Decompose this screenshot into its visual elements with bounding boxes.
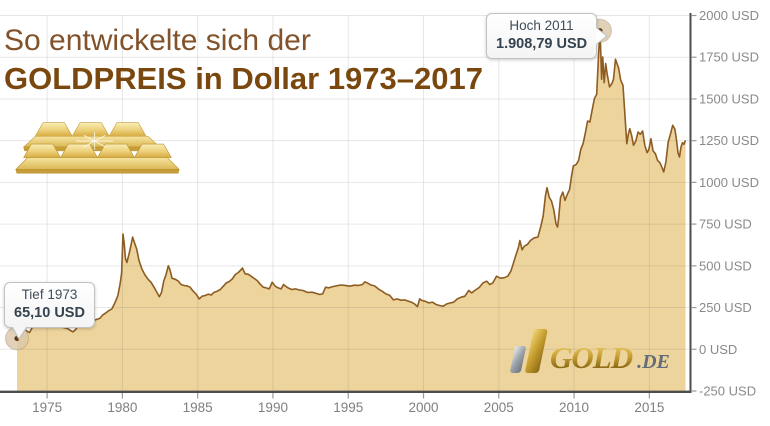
callout-high-2011: Hoch 2011 1.908,79 USD — [486, 13, 609, 59]
logo-brand-text: GOLD — [550, 340, 633, 375]
x-axis-label: 1985 — [183, 400, 213, 415]
x-axis-label: 1975 — [32, 400, 62, 415]
sparkle-icon — [76, 132, 114, 150]
callout-low-value: 65,10 USD — [14, 304, 85, 321]
x-axis-label: 1990 — [258, 400, 288, 415]
y-axis-label: 0 USD — [699, 342, 737, 357]
title-line-1: So entwickelte sich der — [4, 24, 311, 57]
y-axis-label: 750 USD — [699, 217, 752, 232]
logo-mark-icon — [510, 329, 548, 373]
y-axis-label: 250 USD — [699, 300, 752, 315]
x-axis-label: 1980 — [107, 400, 137, 415]
gold-de-logo: GOLD .DE — [510, 329, 670, 375]
gold-bars-icon — [15, 122, 180, 174]
logo-tld-text: .DE — [637, 351, 670, 373]
x-axis-label: 1995 — [333, 400, 363, 415]
title-line-2: GOLDPREIS in Dollar 1973–2017 — [4, 60, 483, 96]
price-area — [17, 30, 686, 391]
y-axis-label: 1750 USD — [699, 50, 759, 65]
x-axis-label: 2000 — [408, 400, 438, 415]
page-title: So entwickelte sich der GOLDPREIS in Dol… — [4, 24, 483, 96]
callout-low-1973: Tief 1973 65,10 USD — [4, 282, 95, 340]
callout-high-label: Hoch 2011 — [509, 18, 574, 33]
svg-text:GOLD .DE: GOLD .DE — [550, 340, 670, 375]
y-axis-label: 1500 USD — [699, 91, 759, 106]
y-axis-label: 2000 USD — [699, 8, 759, 23]
y-axis-label: -250 USD — [699, 384, 756, 399]
x-axis-label: 2015 — [634, 400, 664, 415]
x-axis-label: 2010 — [559, 400, 589, 415]
y-axis-label: 1000 USD — [699, 175, 759, 190]
y-axis-ticks: 2000 USD 1750 USD 1500 USD 1250 USD 1000 USD… — [691, 8, 759, 399]
price-line — [16, 29, 687, 339]
x-axis-label: 2005 — [484, 400, 514, 415]
callout-low-label: Tief 1973 — [21, 287, 78, 302]
y-axis-label: 500 USD — [699, 258, 752, 273]
callout-high-value: 1.908,79 USD — [496, 35, 588, 52]
y-axis-label: 1250 USD — [699, 133, 759, 148]
x-axis-ticks: 1975 1980 1985 1990 1995 2000 2005 2010 2015 — [32, 393, 664, 415]
